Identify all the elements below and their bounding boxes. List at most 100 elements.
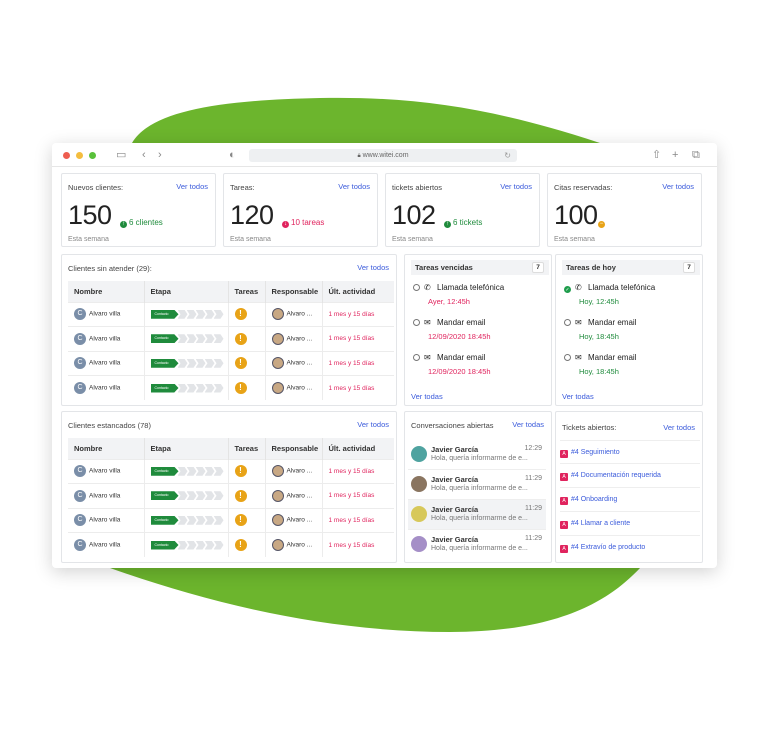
client-name[interactable]: Alvaro villa	[89, 516, 121, 524]
task-label: Mandar email	[588, 353, 637, 362]
table-row[interactable]: C Alvaro villa Contacto! Alvaro ... 1 mes y …	[68, 458, 394, 484]
stat-delta-text: 6 tickets	[453, 218, 483, 227]
col-name[interactable]: Nombre	[68, 281, 145, 302]
table-row[interactable]: C Alvaro villa Contacto! Alvaro ... 1 mes y …	[68, 326, 394, 351]
shield-icon[interactable]: ◐	[229, 149, 236, 161]
view-all-link[interactable]: Ver todos	[357, 263, 389, 272]
warning-icon[interactable]: !	[234, 465, 247, 478]
col-tasks[interactable]: Tareas	[228, 438, 266, 459]
client-name[interactable]: Alvaro villa	[89, 541, 121, 549]
col-owner[interactable]: Responsable	[265, 281, 323, 302]
owner-avatar	[271, 308, 284, 321]
ticket-item[interactable]: A #4 Llamar a cliente	[560, 512, 700, 536]
task-due: Hoy, 18:45h	[579, 367, 619, 376]
tabs-icon[interactable]: ⧉	[692, 149, 700, 161]
warning-icon[interactable]: !	[234, 308, 247, 321]
contact-name: Javier García	[431, 475, 479, 484]
address-bar[interactable]: 🔒︎ www.witei.com ↻	[249, 149, 517, 162]
task-item[interactable]: ✆ Llamada telefónica	[413, 283, 504, 292]
warning-icon[interactable]: !	[234, 357, 247, 370]
ticket-label: #4 Documentación requerida	[571, 472, 661, 479]
warning-icon[interactable]: !	[234, 382, 247, 394]
table-row[interactable]: C Alvaro villa Contacto! Alvaro ... 1 mes y …	[68, 532, 394, 557]
avatar: C	[74, 514, 86, 527]
table-row[interactable]: C Alvaro villa Contacto! Alvaro ... 1 mes y …	[68, 375, 394, 400]
task-item[interactable]: ✉ Mandar email	[564, 353, 636, 362]
col-activity[interactable]: Últ. actividad	[322, 438, 394, 459]
forward-icon[interactable]: ›	[158, 149, 162, 161]
card-title: Clientes estancados (78)	[68, 421, 151, 430]
view-all-link[interactable]: Ver todas	[512, 420, 544, 429]
conversation-item[interactable]: Javier García 12:29 Hola, quería informarm…	[408, 440, 546, 470]
new-tab-icon[interactable]: +	[672, 149, 679, 161]
view-all-link[interactable]: Ver todos	[338, 182, 370, 191]
task-checkbox[interactable]	[413, 354, 420, 361]
task-item[interactable]: ✉ Mandar email	[413, 353, 485, 362]
task-checkbox[interactable]	[413, 284, 420, 291]
reload-icon[interactable]: ↻	[504, 151, 511, 160]
task-item[interactable]: ✓ ✆ Llamada telefónica	[564, 283, 655, 293]
col-stage[interactable]: Etapa	[144, 438, 229, 459]
conversation-item[interactable]: Javier García 11:29 Hola, quería informarm…	[408, 500, 546, 530]
ticket-item[interactable]: A #4 Onboarding	[560, 488, 700, 512]
check-icon[interactable]: ✓	[564, 286, 571, 293]
ticket-tag-icon: A	[560, 473, 568, 481]
view-all-link[interactable]: Ver todas	[411, 392, 443, 401]
minimize-dot[interactable]	[76, 152, 83, 159]
sidebar-icon[interactable]: ▭	[116, 149, 127, 161]
table-row[interactable]: C Alvaro villa Contacto! Alvaro ... 1 mes y …	[68, 301, 394, 327]
maximize-dot[interactable]	[89, 152, 96, 159]
view-all-link[interactable]: Ver todos	[662, 182, 694, 191]
card-header: Tareas de hoy 7	[562, 260, 700, 275]
view-all-link[interactable]: Ver todos	[357, 420, 389, 429]
message-preview: Hola, quería informarme de e...	[431, 455, 528, 462]
owner-name: Alvaro ...	[286, 516, 313, 524]
conversation-item[interactable]: Javier García 11:29 Hola, quería informarm…	[408, 470, 546, 500]
table-row[interactable]: C Alvaro villa Contacto! Alvaro ... 1 mes y …	[68, 350, 394, 376]
contact-avatar	[411, 476, 427, 492]
stat-title: Tareas:	[230, 183, 255, 192]
ticket-item[interactable]: A #4 Seguimiento	[560, 440, 700, 464]
client-name[interactable]: Alvaro villa	[89, 335, 121, 343]
task-item[interactable]: ✉ Mandar email	[413, 318, 485, 327]
task-checkbox[interactable]	[564, 319, 571, 326]
close-dot[interactable]	[63, 152, 70, 159]
view-all-link[interactable]: Ver todos	[500, 182, 532, 191]
last-activity: 1 mes y 15 días	[322, 301, 394, 327]
task-checkbox[interactable]	[413, 319, 420, 326]
count-badge: 7	[532, 262, 544, 273]
warning-icon[interactable]: !	[234, 539, 247, 551]
last-activity: 1 mes y 15 días	[322, 375, 394, 400]
view-all-link[interactable]: Ver todas	[562, 392, 594, 401]
col-tasks[interactable]: Tareas	[228, 281, 266, 302]
stat-value: 120	[230, 200, 274, 230]
message-preview: Hola, quería informarme de e...	[431, 545, 528, 552]
table-row[interactable]: C Alvaro villa Contacto! Alvaro ... 1 mes y …	[68, 507, 394, 533]
message-time: 12:29	[524, 445, 542, 452]
warning-icon[interactable]: !	[234, 514, 247, 527]
ticket-item[interactable]: A #4 Extravío de producto	[560, 536, 700, 560]
back-icon[interactable]: ‹	[142, 149, 146, 161]
col-name[interactable]: Nombre	[68, 438, 145, 459]
client-name[interactable]: Alvaro villa	[89, 467, 121, 475]
client-name[interactable]: Alvaro villa	[89, 492, 121, 500]
client-name[interactable]: Alvaro villa	[89, 310, 121, 318]
task-item[interactable]: ✉ Mandar email	[564, 318, 636, 327]
col-owner[interactable]: Responsable	[265, 438, 323, 459]
ticket-label: #4 Extravío de producto	[571, 544, 646, 551]
warning-icon[interactable]: !	[234, 332, 247, 345]
view-all-link[interactable]: Ver todos	[663, 423, 695, 432]
contact-avatar	[411, 446, 427, 462]
task-checkbox[interactable]	[564, 354, 571, 361]
ticket-item[interactable]: A #4 Documentación requerida	[560, 464, 700, 488]
share-icon[interactable]: ⇧	[652, 149, 662, 161]
view-all-link[interactable]: Ver todos	[176, 182, 208, 191]
col-stage[interactable]: Etapa	[144, 281, 229, 302]
owner-name: Alvaro ...	[286, 335, 313, 343]
table-row[interactable]: C Alvaro villa Contacto! Alvaro ... 1 mes y …	[68, 483, 394, 508]
conversation-item[interactable]: Javier García 11:29 Hola, quería informarm…	[408, 530, 546, 560]
col-activity[interactable]: Últ. actividad	[322, 281, 394, 302]
warning-icon[interactable]: !	[234, 489, 247, 502]
client-name[interactable]: Alvaro villa	[89, 359, 121, 367]
client-name[interactable]: Alvaro villa	[89, 384, 121, 392]
